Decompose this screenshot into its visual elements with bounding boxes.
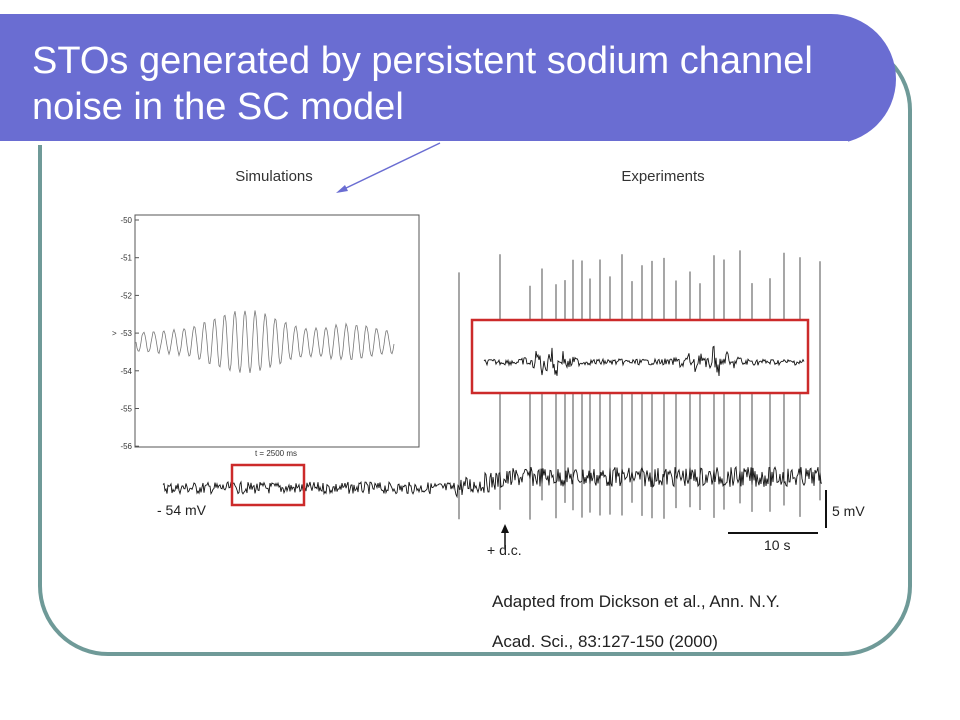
slide-title: STOs generated by persistent sodium chan… — [32, 40, 813, 128]
simulations-label: Simulations — [235, 168, 313, 185]
citation-line-1: Adapted from Dickson et al., Ann. N.Y. — [492, 592, 780, 611]
y-tick-label: -50 — [120, 216, 132, 225]
title-bar: STOs generated by persistent sodium chan… — [0, 14, 896, 145]
y-tick-label: -51 — [120, 254, 132, 263]
time-label: t = 2500 ms — [255, 449, 297, 458]
experiment-inset-trace — [483, 345, 805, 377]
y-tick-label: -55 — [120, 405, 132, 414]
dc-label: + d.c. — [487, 542, 522, 558]
experiments-label: Experiments — [621, 168, 704, 185]
simulation-trace — [135, 310, 395, 373]
y-tick-label: -56 — [120, 442, 132, 451]
baseline-label: - 54 mV — [157, 502, 207, 518]
dc-arrowhead — [501, 524, 509, 533]
citation-line-2: Acad. Sci., 83:127-150 (2000) — [492, 632, 718, 651]
highlight-box — [230, 463, 306, 507]
scale-mv-label: 5 mV — [832, 503, 865, 519]
y-tick-label: -53 — [120, 329, 132, 338]
y-axis-label: > — [112, 329, 117, 338]
experiment-trace — [162, 465, 823, 499]
pointer-arrowhead — [336, 185, 348, 193]
scale-time-label: 10 s — [764, 537, 790, 553]
pointer-arrow — [343, 142, 441, 190]
y-axis-ticks: -50 -51 -52 -53 -54 -55 -56 — [120, 216, 139, 451]
title-underline — [0, 141, 848, 145]
experiment-inset-box — [470, 318, 810, 395]
y-tick-label: -54 — [120, 367, 132, 376]
y-tick-label: -52 — [120, 291, 132, 300]
